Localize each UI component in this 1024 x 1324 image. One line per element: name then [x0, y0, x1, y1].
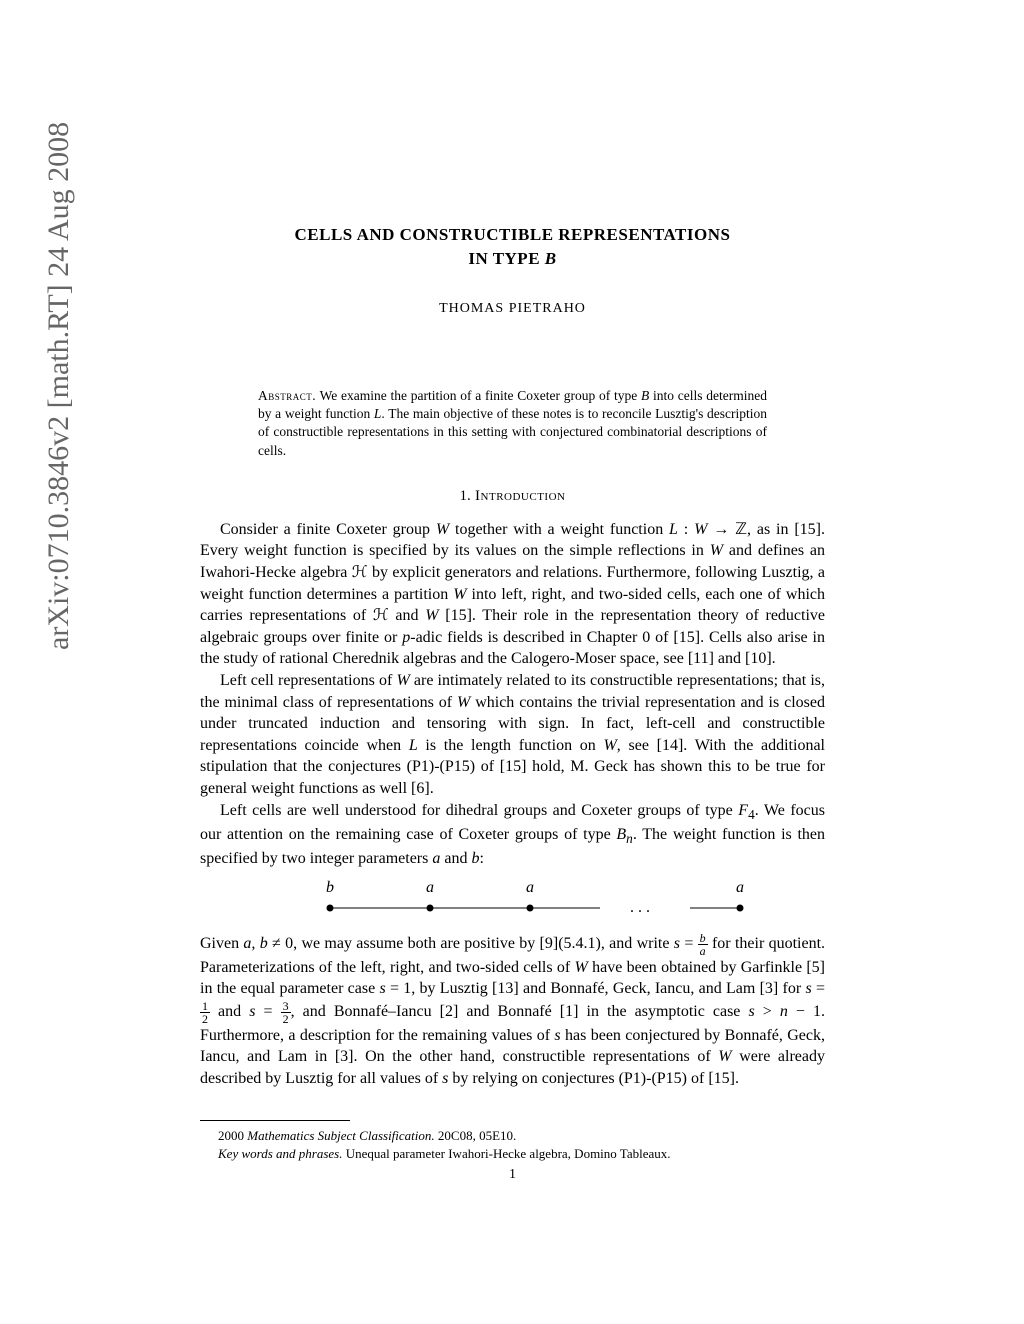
title-math-B: B — [545, 249, 557, 268]
math-W6: W — [396, 672, 409, 689]
p4-k: by relying on conjectures (P1)-(P15) of … — [448, 1070, 739, 1087]
diagram-dots: . . . — [630, 899, 650, 916]
paper-title-line2: IN TYPE B — [200, 249, 825, 269]
math-W8: W — [603, 737, 616, 754]
math-L2: L — [409, 737, 418, 754]
p4-b: , we may assume both are positive by [9]… — [293, 935, 674, 952]
paper-title-line1: CELLS AND CONSTRUCTIBLE REPRESENTATIONS — [200, 225, 825, 245]
math-W9: W — [574, 959, 587, 976]
math-s-gt: s — [748, 1003, 754, 1020]
paragraph-3: Left cells are well understood for dihed… — [200, 800, 825, 870]
p2-d: is the length function on — [418, 737, 604, 754]
p3-e: : — [479, 850, 483, 867]
math-s-eq: s — [674, 935, 680, 952]
math-H2: ℋ — [373, 607, 389, 624]
footnote-keywords-text: Unequal parameter Iwahori-Hecke algebra,… — [342, 1146, 670, 1161]
p1-a: Consider a finite Coxeter group — [220, 521, 436, 538]
diagram-node-1 — [327, 904, 334, 911]
math-W2: W — [694, 521, 707, 538]
math-ab: a, b — [243, 935, 267, 952]
math-W4: W — [453, 586, 466, 603]
math-Bn: Bn — [616, 826, 632, 843]
footnote-msc-codes: 20C08, 05E10. — [435, 1128, 517, 1143]
arxiv-identifier: arXiv:0710.3846v2 [math.RT] 24 Aug 2008 — [42, 122, 76, 650]
footnote-msc: 2000 Mathematics Subject Classification.… — [200, 1127, 825, 1145]
author-name: THOMAS PIETRAHO — [200, 301, 825, 317]
math-H: ℋ — [352, 564, 368, 581]
math-W10: W — [718, 1048, 731, 1065]
p3-d: and — [440, 850, 471, 867]
math-W7: W — [457, 694, 470, 711]
p4-f: and — [210, 1003, 249, 1020]
p3-a: Left cells are well understood for dihed… — [220, 802, 738, 819]
diagram-svg: b a a a . . . — [200, 880, 825, 918]
p1-b: together with a weight function — [449, 521, 669, 538]
math-s-half: s — [805, 980, 811, 997]
section-name: Introduction — [471, 488, 566, 504]
paragraph-2: Left cell representations of W are intim… — [200, 670, 825, 800]
title-prefix: IN TYPE — [468, 249, 544, 268]
math-W5: W — [425, 607, 438, 624]
diagram-node-2 — [427, 904, 434, 911]
diagram-label-b: b — [326, 880, 334, 896]
math-n-1: n — [780, 1003, 788, 1020]
p1-g: and — [389, 607, 426, 624]
math-F4: F — [738, 802, 748, 819]
footnote-keywords: Key words and phrases. Unequal parameter… — [200, 1145, 825, 1163]
abstract-text-1: We examine the partition of a finite Cox… — [316, 388, 641, 403]
p4-a: Given — [200, 935, 243, 952]
footnote-separator — [200, 1120, 350, 1121]
page-number: 1 — [200, 1167, 825, 1183]
math-L-map: L — [669, 521, 678, 538]
footnote-keywords-label: Key words and phrases. — [218, 1146, 342, 1161]
footnote-msc-label: Mathematics Subject Classification. — [247, 1128, 434, 1143]
math-W: W — [436, 521, 449, 538]
abstract-label: Abstract. — [258, 388, 316, 403]
section-number: 1. — [460, 488, 471, 504]
paper-body: CELLS AND CONSTRUCTIBLE REPRESENTATIONS … — [200, 225, 825, 1183]
diagram-label-a2: a — [526, 880, 534, 896]
diagram-label-a3: a — [736, 880, 744, 896]
diagram-node-4 — [737, 904, 744, 911]
p2-a: Left cell representations of — [220, 672, 396, 689]
section-heading: 1. Introduction — [200, 488, 825, 505]
dynkin-diagram: b a a a . . . — [200, 880, 825, 918]
footnote-year: 2000 — [218, 1128, 247, 1143]
math-W3: W — [710, 542, 723, 559]
p4-e: , by Lusztig [13] and Bonnafé, Geck, Ian… — [411, 980, 805, 997]
diagram-label-a1: a — [426, 880, 434, 896]
paragraph-4: Given a, b ≠ 0, we may assume both are p… — [200, 932, 825, 1090]
p4-g: , and Bonnafé–Iancu [2] and Bonnafé [1] … — [291, 1003, 749, 1020]
math-s-3half: s — [249, 1003, 255, 1020]
math-s1: s — [379, 980, 385, 997]
abstract-block: Abstract. We examine the partition of a … — [258, 387, 767, 460]
diagram-node-3 — [527, 904, 534, 911]
paragraph-1: Consider a finite Coxeter group W togeth… — [200, 519, 825, 670]
